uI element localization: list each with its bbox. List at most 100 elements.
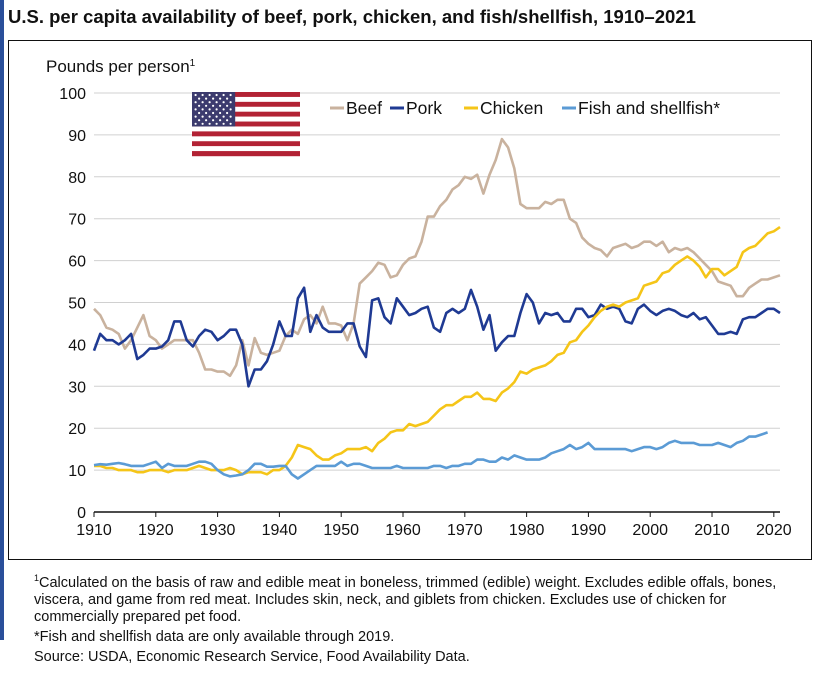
flag-star xyxy=(229,101,232,104)
flag-stripe xyxy=(192,92,300,98)
flag-star xyxy=(219,119,222,122)
flag-canton xyxy=(192,92,236,127)
flag-star xyxy=(212,104,215,107)
flag-star xyxy=(201,101,204,104)
y-tick-label: 40 xyxy=(68,337,86,354)
flag-star xyxy=(229,115,232,118)
flag-star xyxy=(194,115,197,118)
flag-star xyxy=(226,104,229,107)
flag-star xyxy=(201,93,204,97)
flag-star xyxy=(215,115,218,118)
flag-star xyxy=(229,108,232,111)
flag-star xyxy=(201,122,204,125)
flag-stripe xyxy=(192,126,300,132)
left-accent-bar xyxy=(0,0,4,640)
legend-label-pork: Pork xyxy=(406,98,442,118)
series-line-fish-and-shellfish xyxy=(93,431,769,480)
flag-stripe xyxy=(192,111,300,117)
flag-stripe xyxy=(192,96,300,103)
flag-star xyxy=(198,111,201,115)
flag-star xyxy=(205,111,208,115)
flag-star xyxy=(222,115,225,118)
flag-star xyxy=(219,104,222,107)
series-line-pork xyxy=(92,286,781,388)
flag-star xyxy=(215,93,218,97)
flag-stripe xyxy=(192,116,300,122)
flag-star xyxy=(208,93,211,97)
flag-star xyxy=(226,111,229,115)
footnote-1: 1Calculated on the basis of raw and edib… xyxy=(34,573,777,625)
series-line-beef xyxy=(93,137,781,378)
x-tick-label: 2020 xyxy=(756,522,792,539)
flag-star xyxy=(229,122,232,125)
chart-title: U.S. per capita availability of beef, po… xyxy=(8,6,696,27)
chart-plot: Pounds per person1 0 10 20 30 40 50 60 70 80 90 10… xyxy=(46,57,792,539)
legend-label-beef: Beef xyxy=(346,98,382,118)
chart-frame xyxy=(8,40,812,560)
flag-star xyxy=(198,104,201,107)
flag-star xyxy=(226,119,229,122)
y-tick-label: 100 xyxy=(59,86,86,103)
flag-star xyxy=(198,97,201,100)
us-flag-icon xyxy=(192,92,300,157)
flag-star xyxy=(222,101,225,104)
flag-star xyxy=(208,122,211,125)
flag-stripe xyxy=(192,136,300,142)
x-tick-label: 2000 xyxy=(632,522,668,539)
legend-label-chicken: Chicken xyxy=(480,98,543,118)
flag-star xyxy=(208,101,211,104)
x-tick-label: 1930 xyxy=(200,522,236,539)
x-tick-label: 1960 xyxy=(385,522,421,539)
y-tick-label: 50 xyxy=(68,296,86,313)
y-tick-label: 0 xyxy=(77,505,86,522)
series-line-chicken xyxy=(94,226,781,476)
flag-stripe xyxy=(192,146,300,152)
x-tick-label: 1910 xyxy=(76,522,112,539)
flag-star xyxy=(201,108,204,111)
y-tick-label: 80 xyxy=(68,170,86,187)
footnote-2: *Fish and shellfish data are only availa… xyxy=(34,629,395,645)
footnotes: 1Calculated on the basis of raw and edib… xyxy=(34,573,814,666)
flag-star xyxy=(205,104,208,107)
flag-star xyxy=(215,108,218,111)
flag-star xyxy=(212,97,215,100)
x-tick-label: 1920 xyxy=(138,522,174,539)
flag-stripe xyxy=(192,131,300,137)
flag-star xyxy=(198,119,201,122)
source-note: Source: USDA, Economic Research Service,… xyxy=(34,649,470,665)
flag-star xyxy=(215,122,218,125)
x-tick-label: 1980 xyxy=(509,522,545,539)
flag-star xyxy=(215,101,218,104)
flag-star xyxy=(205,97,208,100)
flag-star xyxy=(222,93,225,97)
y-tick-label: 60 xyxy=(68,254,86,271)
x-tick-label: 1970 xyxy=(447,522,483,539)
y-tick-label: 20 xyxy=(68,421,86,438)
flag-stripe xyxy=(192,141,300,147)
flag-star xyxy=(222,122,225,125)
flag-stripe xyxy=(192,106,300,112)
legend-label-fish-and-shellfish: Fish and shellfish* xyxy=(578,98,720,118)
x-tick-label: 1940 xyxy=(262,522,298,539)
flag-star xyxy=(194,101,197,104)
y-tick-label: 30 xyxy=(68,379,86,396)
flag-star xyxy=(212,111,215,115)
x-tick-label: 1950 xyxy=(323,522,359,539)
x-tick-label: 1990 xyxy=(571,522,607,539)
y-tick-label: 10 xyxy=(68,463,86,480)
flag-stripe xyxy=(192,101,300,107)
flag-star xyxy=(219,97,222,100)
flag-star xyxy=(194,108,197,111)
flag-stripe xyxy=(192,121,300,127)
x-tick-label: 2010 xyxy=(694,522,730,539)
flag-star xyxy=(212,119,215,122)
legend: Beef Pork Chicken Fish and shellfish* xyxy=(330,98,720,118)
flag-star xyxy=(208,108,211,111)
y-tick-label: 70 xyxy=(68,212,86,229)
flag-star xyxy=(219,111,222,115)
flag-star xyxy=(194,122,197,125)
flag-star xyxy=(229,93,232,97)
flag-star xyxy=(205,119,208,122)
flag-star xyxy=(222,108,225,111)
y-axis-label: Pounds per person1 xyxy=(46,57,196,76)
